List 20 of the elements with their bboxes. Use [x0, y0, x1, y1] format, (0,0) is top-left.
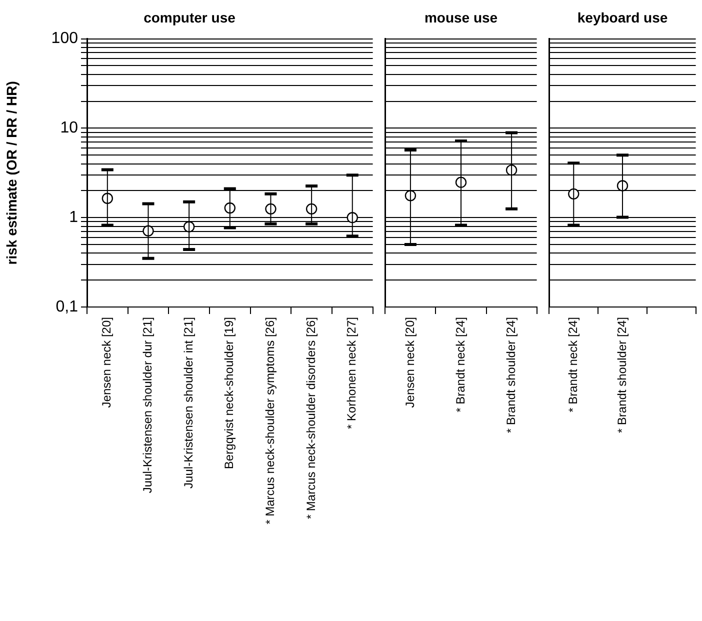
- y-tick-label: 100: [51, 30, 78, 48]
- y-tick-label: 10: [60, 120, 78, 137]
- x-tick-label: * Brandt neck [24]: [453, 317, 468, 412]
- y-tick-label: 0,1: [56, 298, 78, 316]
- x-tick-label: * Brandt shoulder [24]: [504, 317, 518, 434]
- x-tick-label: Juul-Kristensen shoulder dur [21]: [140, 317, 155, 494]
- x-tick-label: * Marcus neck-shoulder symptoms [26]: [263, 317, 278, 524]
- x-tick-label: * Brandt neck [24]: [566, 317, 580, 412]
- x-tick-label: * Brandt shoulder [24]: [614, 317, 629, 434]
- x-tick-label: Jensen neck [20]: [100, 317, 114, 408]
- x-tick-label: Jensen neck [20]: [402, 317, 417, 408]
- y-tick-label: 1: [69, 209, 78, 226]
- chart-title: keyboard use: [577, 9, 668, 26]
- chart-title: mouse use: [424, 9, 498, 26]
- x-tick-label: * Korhonen neck [27]: [344, 317, 359, 430]
- y-axis-title: risk estimate (OR / RR / HR): [3, 81, 20, 265]
- chart-title: computer use: [144, 9, 236, 26]
- x-tick-label: Bergqvist neck-shoulder [19]: [222, 317, 236, 470]
- x-tick-label: * Marcus neck-shoulder disorders [26]: [304, 317, 318, 520]
- x-tick-label: Juul-Kristensen shoulder int [21]: [181, 317, 196, 488]
